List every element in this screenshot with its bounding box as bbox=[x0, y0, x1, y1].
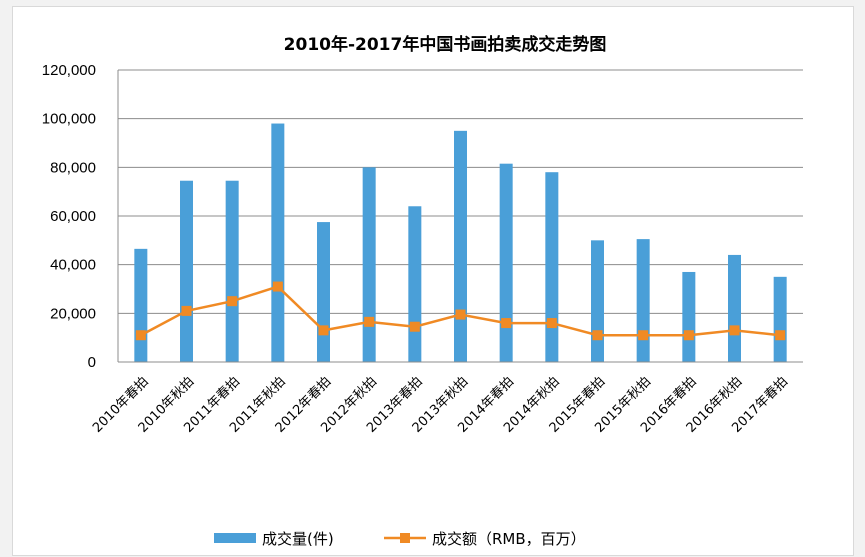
chart-panel bbox=[12, 6, 854, 556]
bar bbox=[408, 206, 422, 362]
bar bbox=[225, 180, 239, 362]
line-point bbox=[775, 330, 786, 341]
bar bbox=[773, 276, 787, 362]
bar bbox=[454, 130, 467, 362]
bar bbox=[545, 172, 559, 362]
bar bbox=[180, 180, 193, 362]
legend-label-turnover: 成交额（RMB，百万） bbox=[432, 530, 586, 548]
bar bbox=[636, 239, 650, 362]
line-point bbox=[318, 325, 329, 336]
line-point bbox=[592, 330, 603, 341]
line-point bbox=[272, 281, 283, 292]
line-point bbox=[455, 309, 466, 320]
x-axis: 2010年春拍2010年秋拍2011年春拍2011年秋拍2012年春拍2012年… bbox=[90, 361, 803, 436]
bar bbox=[728, 254, 741, 362]
y-tick-label: 80,000 bbox=[50, 159, 96, 176]
line-point bbox=[683, 330, 694, 341]
line-point bbox=[227, 296, 238, 307]
y-axis: 0 20,000 40,000 60,000 80,000 100,000 120,000 bbox=[42, 62, 119, 371]
bar bbox=[271, 123, 285, 363]
line-point bbox=[409, 321, 420, 332]
chart-title: 2010年-2017年中国书画拍卖成交走势图 bbox=[284, 34, 607, 55]
volume-bars bbox=[134, 123, 787, 363]
turnover-line bbox=[135, 281, 786, 341]
line-point bbox=[729, 325, 740, 336]
y-tick-label: 40,000 bbox=[50, 257, 96, 274]
bar bbox=[499, 163, 513, 362]
y-tick-label: 100,000 bbox=[42, 111, 96, 128]
y-tick-label: 60,000 bbox=[50, 208, 96, 225]
legend: 成交量(件) 成交额（RMB，百万） bbox=[214, 530, 586, 548]
y-tick-label: 20,000 bbox=[50, 305, 96, 322]
legend-marker-turnover bbox=[400, 533, 410, 543]
line-point bbox=[364, 316, 375, 327]
bar bbox=[362, 167, 376, 362]
bar bbox=[591, 240, 604, 362]
line-point bbox=[546, 318, 557, 329]
bar bbox=[682, 271, 696, 362]
line-point bbox=[638, 330, 649, 341]
bar bbox=[317, 222, 330, 362]
y-tick-label: 120,000 bbox=[42, 62, 96, 79]
line-point bbox=[501, 318, 512, 329]
bar bbox=[134, 248, 148, 362]
legend-label-volume: 成交量(件) bbox=[262, 530, 334, 548]
legend-swatch-volume bbox=[214, 533, 256, 543]
y-tick-label: 0 bbox=[88, 354, 96, 371]
line-point bbox=[181, 305, 192, 316]
line-point bbox=[135, 330, 146, 341]
